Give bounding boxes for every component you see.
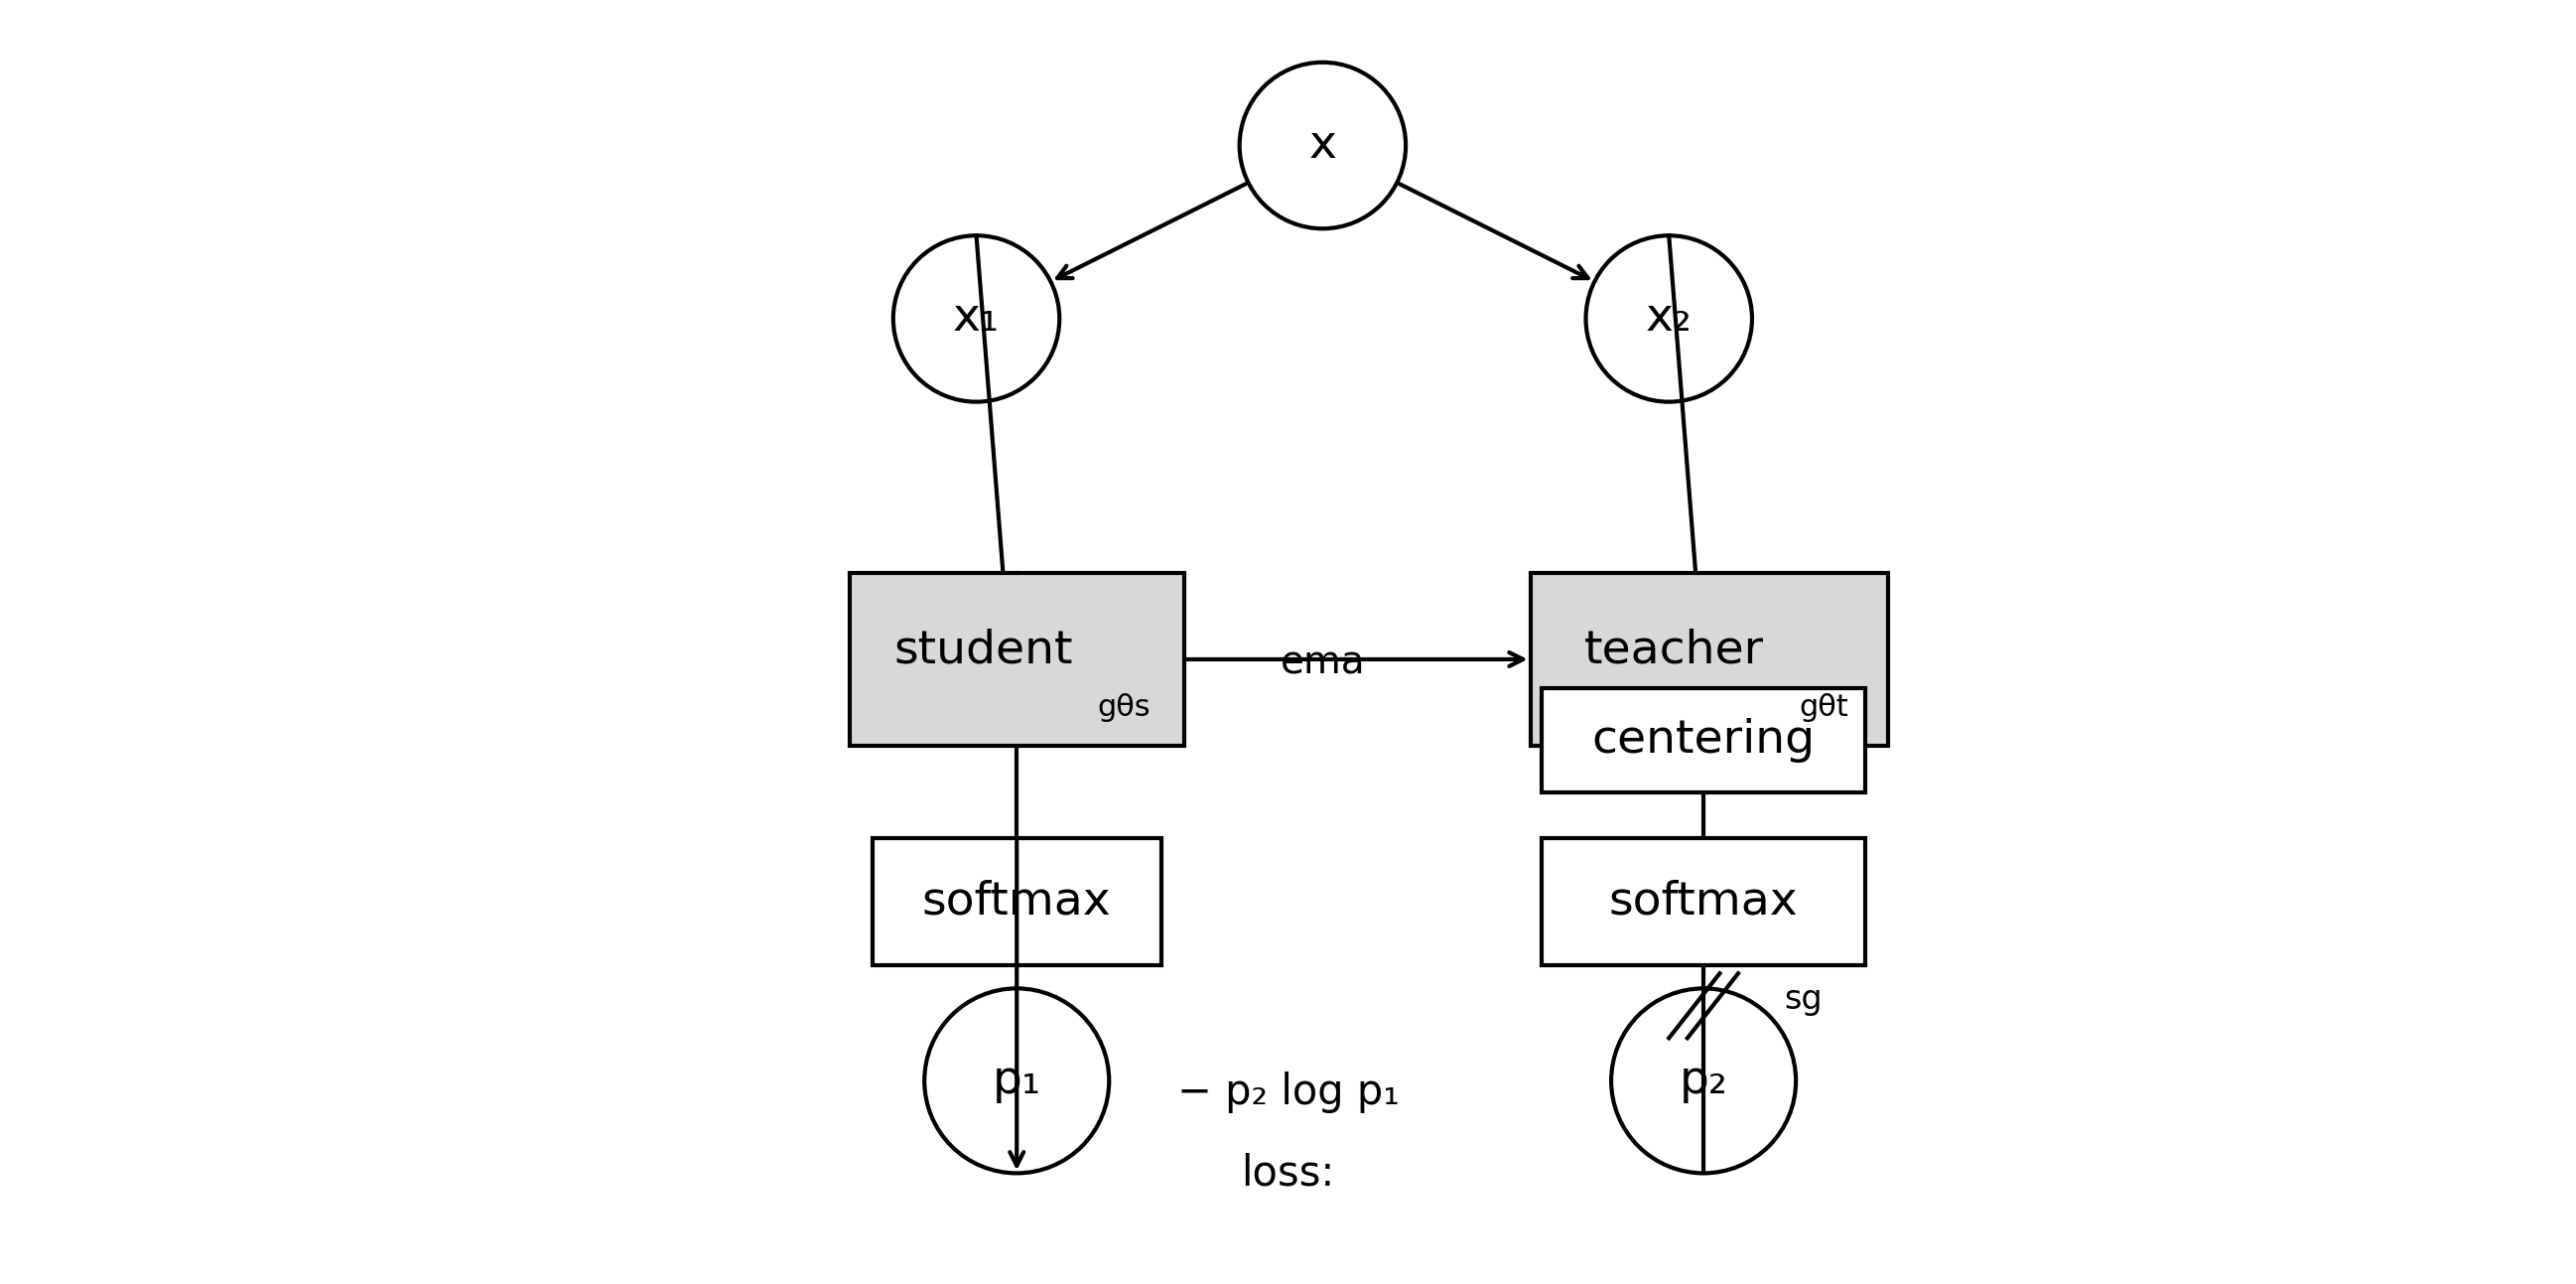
Text: softmax: softmax xyxy=(922,880,1110,924)
Text: softmax: softmax xyxy=(1610,880,1798,924)
Text: centering: centering xyxy=(1592,718,1816,763)
Bar xyxy=(850,573,1185,746)
Text: ema: ema xyxy=(1280,643,1365,682)
Text: student: student xyxy=(894,628,1072,673)
Bar xyxy=(1543,688,1865,792)
Text: loss:: loss: xyxy=(1242,1152,1334,1194)
Text: sg: sg xyxy=(1785,984,1824,1017)
Bar xyxy=(1530,573,1888,746)
Text: x₂: x₂ xyxy=(1646,297,1692,342)
Text: p₁: p₁ xyxy=(992,1058,1041,1103)
Text: gθs: gθs xyxy=(1097,693,1151,722)
Bar xyxy=(873,838,1162,966)
Bar xyxy=(1543,838,1865,966)
Text: − p₂ log p₁: − p₂ log p₁ xyxy=(1177,1071,1399,1113)
Text: gθt: gθt xyxy=(1798,693,1850,722)
Text: p₂: p₂ xyxy=(1680,1058,1728,1103)
Text: x₁: x₁ xyxy=(953,297,999,342)
Text: x: x xyxy=(1309,123,1337,168)
Text: teacher: teacher xyxy=(1584,628,1765,673)
